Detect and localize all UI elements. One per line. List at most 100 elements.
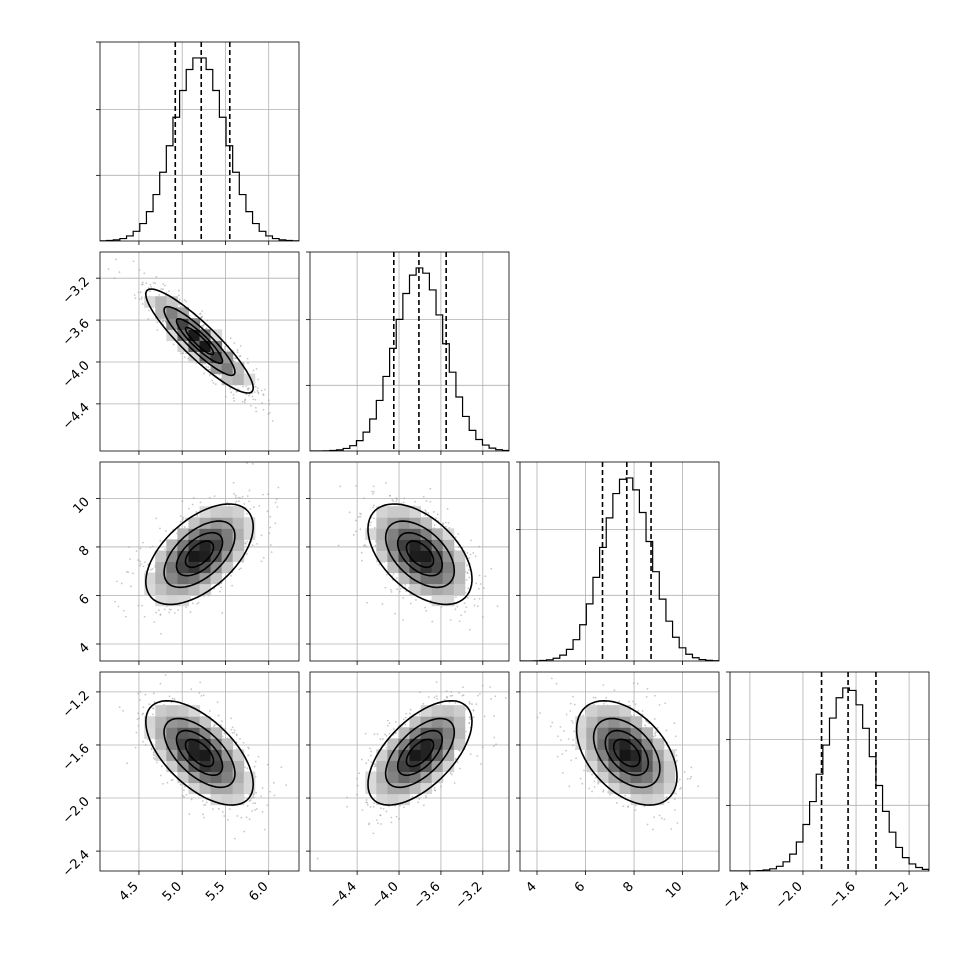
panel-content (310, 462, 509, 661)
sample-point (359, 515, 362, 518)
density-cell (387, 550, 399, 562)
sample-point (249, 799, 252, 802)
sample-point (177, 289, 180, 292)
sample-point (269, 790, 272, 793)
sample-point (683, 771, 686, 773)
sample-point (367, 759, 370, 761)
density-cell (177, 738, 189, 750)
sample-point (433, 786, 436, 789)
sample-point (233, 493, 235, 495)
sample-point (149, 290, 152, 293)
sample-point (355, 484, 358, 487)
sample-point (432, 511, 435, 513)
sample-point (395, 731, 397, 734)
density-cell (398, 572, 410, 585)
density-cell (210, 517, 223, 529)
sample-point (168, 290, 170, 293)
density-cell (453, 583, 466, 596)
panel-frame (99, 41, 300, 242)
sample-point (384, 482, 387, 484)
sample-point (373, 526, 376, 529)
sample-point (172, 343, 175, 346)
density-cell (365, 782, 377, 795)
density-cell (155, 594, 167, 607)
sample-point (151, 545, 154, 548)
density-cell (144, 716, 156, 728)
sample-point (252, 506, 255, 509)
sample-point (404, 583, 407, 586)
sample-point (148, 703, 151, 706)
density-cell (243, 517, 256, 529)
sample-point (384, 586, 387, 589)
sample-point (429, 500, 432, 503)
density-cell (409, 716, 422, 728)
density-cell (409, 550, 422, 562)
sample-point (244, 398, 247, 401)
sample-point (269, 526, 272, 529)
sample-point (251, 544, 254, 547)
sample-point (377, 822, 379, 825)
sample-point (467, 587, 470, 590)
sample-point (354, 530, 357, 533)
sample-point (425, 795, 427, 797)
sample-point (379, 814, 382, 817)
density-cell (387, 793, 399, 806)
sample-point (449, 619, 452, 621)
sample-point (257, 755, 260, 758)
sample-point (159, 682, 162, 685)
sample-point (263, 828, 266, 831)
sample-point (139, 699, 141, 701)
sample-point (370, 521, 372, 524)
sample-point (388, 732, 391, 735)
sample-point (427, 696, 430, 698)
sample-point (248, 489, 251, 492)
sample-point (233, 837, 236, 840)
density-cell (210, 738, 223, 750)
sample-point (352, 533, 355, 536)
panel-frame (519, 461, 720, 662)
sample-point (212, 808, 214, 811)
density-cell (210, 550, 223, 562)
sample-point (134, 297, 137, 300)
density-cell (243, 373, 256, 386)
sample-point (245, 393, 248, 396)
sample-point (468, 557, 471, 560)
sample-point (232, 357, 235, 360)
sample-point (144, 693, 147, 696)
sample-point (137, 712, 140, 715)
sample-point (255, 808, 258, 810)
sample-point (230, 391, 232, 394)
sample-point (244, 766, 246, 769)
density-cell (188, 329, 200, 341)
sample-point (208, 368, 211, 371)
sample-point (112, 248, 114, 250)
sample-point (466, 656, 468, 658)
density-cell (431, 716, 444, 728)
sample-point (369, 747, 371, 750)
sample-point (185, 793, 188, 796)
sample-point (231, 584, 234, 587)
density-cell (177, 539, 189, 551)
density-cell (155, 705, 167, 717)
sample-point (202, 813, 204, 816)
sample-point (490, 698, 492, 700)
density-cell (210, 782, 223, 795)
panel-frame (309, 461, 510, 662)
density-cell (398, 550, 410, 562)
sample-point (163, 608, 166, 611)
sample-point (170, 701, 173, 704)
sample-point (243, 830, 246, 833)
sample-point (360, 551, 363, 554)
sample-point (246, 462, 248, 464)
density-cell (144, 583, 156, 596)
density-panel-3-1 (99, 461, 300, 662)
sample-point (255, 367, 258, 370)
density-cell (420, 517, 433, 529)
density-cell (431, 539, 444, 551)
sample-point (159, 614, 162, 616)
sample-point (385, 747, 388, 749)
density-cell (155, 307, 167, 319)
sample-point (356, 784, 359, 787)
panel-frame (729, 671, 930, 872)
sample-point (280, 766, 283, 769)
